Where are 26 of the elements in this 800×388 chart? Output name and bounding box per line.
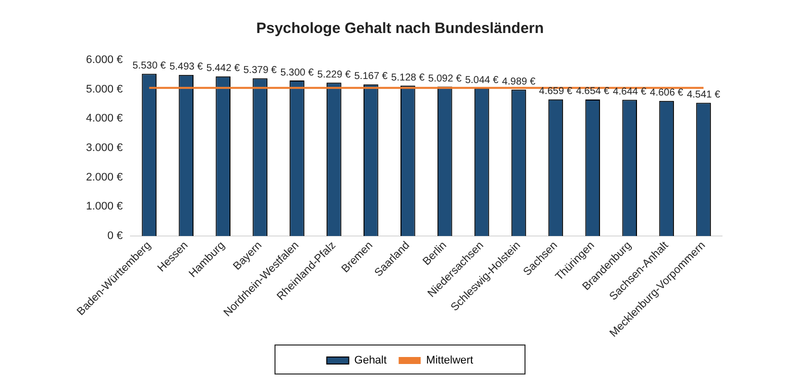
data-label: 5.167 € [354,71,388,82]
legend-label: Gehalt [354,354,387,367]
y-tick-label: 0 € [107,230,123,242]
data-label: 5.044 € [465,74,499,86]
data-label: 5.493 € [169,62,204,73]
data-label: 4.606 € [650,88,684,99]
data-label: 5.128 € [391,72,425,84]
data-label: 5.229 € [317,69,352,80]
data-label: 5.300 € [280,67,314,78]
data-label: 5.379 € [243,64,278,76]
y-tick-label: 1.000 € [86,200,123,213]
data-label: 5.092 € [428,73,462,84]
legend-label: Mittelwert [426,354,474,367]
data-label: 4.659 € [539,86,573,98]
y-tick-label: 6.000 € [86,54,123,66]
y-tick-label: 4.000 € [86,112,123,125]
y-tick-label: 3.000 € [86,142,123,154]
data-label: 5.530 € [132,60,166,72]
data-label: 4.541 € [686,90,721,101]
y-tick-label: 2.000 € [86,171,123,184]
chart-title: Psychologe Gehalt nach Bundesländern [256,20,544,38]
y-tick-label: 5.000 € [86,83,123,96]
data-label: 4.644 € [612,86,647,98]
data-label: 4.989 € [502,76,536,88]
data-label: 5.442 € [206,63,240,74]
data-label: 4.654 € [576,86,610,98]
